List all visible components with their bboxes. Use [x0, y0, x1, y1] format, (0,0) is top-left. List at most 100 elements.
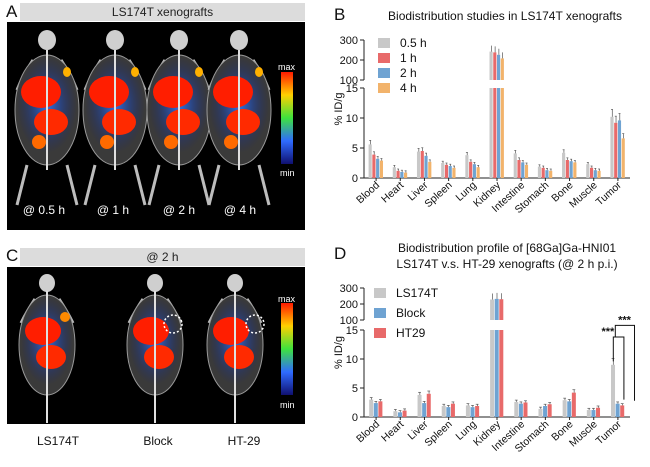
bar	[448, 166, 452, 178]
bar	[573, 162, 577, 178]
panel-d-letter: D	[334, 244, 347, 263]
bar	[562, 400, 567, 417]
bar	[593, 170, 597, 178]
y-tick-label: 200	[340, 55, 358, 67]
panel-c-header: @ 2 h	[20, 248, 305, 266]
legend-swatch	[378, 38, 390, 48]
legend-label: LS174T	[396, 286, 439, 300]
bar	[494, 330, 499, 417]
y-tick-label: 200	[340, 299, 358, 311]
bar	[368, 144, 372, 178]
bar	[393, 411, 398, 417]
significance-label: ***	[618, 314, 632, 326]
bar	[441, 163, 445, 178]
bar	[562, 152, 566, 178]
bar	[523, 402, 528, 417]
bar	[547, 404, 552, 417]
bar	[518, 403, 523, 417]
legend-swatch	[378, 53, 390, 63]
colorbar-c	[281, 303, 293, 395]
bar	[402, 410, 407, 417]
panel-c-image	[7, 267, 305, 424]
panel-c-letter: C	[6, 246, 19, 265]
bar	[497, 54, 501, 80]
y-tick-label: 10	[346, 113, 358, 125]
colorbar-c-min-label: min	[280, 400, 295, 410]
y-tick-label: 300	[340, 283, 358, 295]
bar	[617, 120, 622, 178]
y-tick-label: 100	[340, 315, 358, 327]
bar	[472, 164, 476, 178]
x-tick-label: Heart	[379, 418, 406, 444]
panel-b-letter: B	[334, 5, 346, 24]
bar	[490, 299, 495, 320]
y-tick-label: 300	[340, 35, 358, 47]
ht29-tumor-marker	[245, 314, 265, 334]
colorbar-a-min-label: min	[280, 168, 295, 178]
bar	[446, 407, 451, 417]
legend-label: 0.5 h	[400, 36, 427, 50]
bar	[500, 58, 504, 80]
bar	[416, 151, 421, 178]
bar	[476, 167, 480, 178]
legend-swatch	[374, 288, 386, 298]
legend-label: 1 h	[400, 51, 417, 65]
colorbar-c-max-label: max	[278, 294, 296, 304]
legend-swatch	[374, 328, 386, 338]
bar	[475, 405, 480, 417]
bar	[611, 364, 616, 417]
y-tick-label: 0	[352, 173, 358, 185]
bar	[549, 170, 553, 178]
timepoint-0-5h: @ 0.5 h	[22, 203, 66, 217]
bar	[615, 403, 620, 417]
chart-title: Biodistribution profile of [68Ga]Ga-HNI0…	[398, 241, 616, 255]
bar	[369, 399, 374, 417]
x-tick-label: Blood	[354, 418, 382, 445]
bar	[397, 412, 402, 417]
bar	[521, 162, 525, 178]
bar	[597, 170, 601, 178]
colorbar-a-max-label: max	[278, 62, 296, 72]
bar	[494, 298, 499, 320]
bar	[417, 394, 422, 417]
group-ls174t: LS174T	[36, 434, 80, 448]
x-tick-label: Blood	[354, 179, 382, 206]
x-tick-label: Tumor	[594, 179, 625, 208]
legend-swatch	[374, 308, 386, 318]
group-block: Block	[143, 434, 173, 448]
bar	[538, 408, 543, 417]
bar	[392, 167, 396, 178]
bar	[545, 170, 549, 178]
y-tick-label: 5	[352, 383, 358, 395]
bar	[489, 51, 493, 80]
bar	[589, 167, 594, 178]
bar	[586, 410, 591, 417]
bar	[426, 393, 431, 417]
bar	[379, 160, 383, 178]
bar	[373, 403, 378, 417]
bar	[571, 392, 576, 417]
bar	[372, 154, 376, 178]
y-tick-label: 100	[340, 75, 358, 87]
legend-label: 4 h	[400, 81, 417, 95]
bar	[444, 164, 449, 178]
x-tick-label: Tumor	[594, 418, 625, 447]
x-tick-label: Heart	[379, 179, 406, 205]
bar	[424, 155, 428, 178]
bar	[500, 88, 504, 178]
legend-swatch	[378, 68, 390, 78]
chart-title: Biodistribution studies in LS174T xenogr…	[388, 9, 622, 23]
timepoint-1h: @ 1 h	[96, 203, 130, 217]
y-axis-label: % ID/g	[333, 92, 345, 125]
bar	[489, 88, 493, 178]
bar	[452, 167, 456, 178]
bar	[596, 407, 601, 417]
bar	[541, 167, 545, 178]
bar	[465, 405, 470, 417]
colorbar-a	[281, 72, 293, 164]
bar	[493, 52, 497, 80]
legend-label: HT29	[396, 326, 426, 340]
bar	[610, 116, 614, 178]
bar	[404, 172, 408, 178]
panel-a-header: LS174T xenografts	[20, 3, 305, 21]
